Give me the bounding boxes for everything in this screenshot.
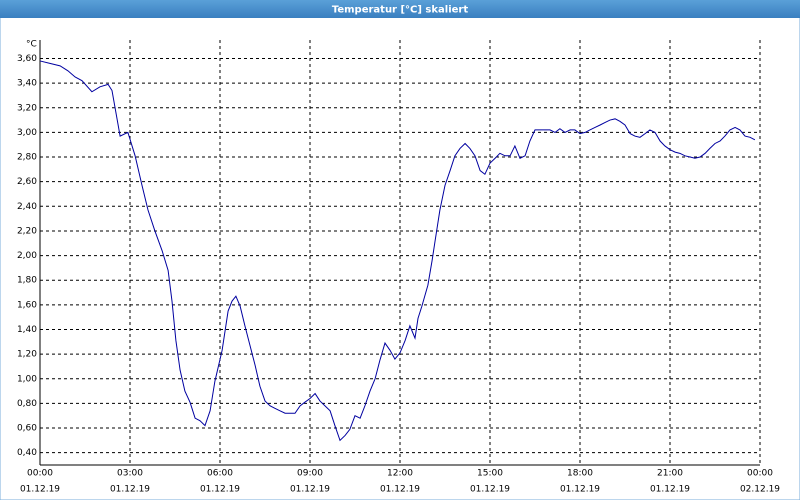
x-tick-date: 01.12.19	[380, 485, 420, 495]
y-tick-label: 3,40	[17, 79, 37, 89]
y-tick-label: 0,60	[17, 424, 37, 434]
y-tick-label: 3,20	[17, 103, 37, 113]
x-tick-label: 18:00	[567, 469, 593, 479]
x-tick-date: 01.12.19	[560, 485, 600, 495]
y-tick-label: 2,20	[17, 226, 37, 236]
y-axis-label: °C	[26, 40, 37, 50]
x-tick-label: 00:00	[747, 469, 773, 479]
x-tick-date: 01.12.19	[110, 485, 150, 495]
y-tick-label: 1,40	[17, 325, 37, 335]
x-tick-label: 06:00	[207, 469, 233, 479]
y-tick-label: 2,40	[17, 202, 37, 212]
x-tick-date: 01.12.19	[470, 485, 510, 495]
chart-title: Temperatur [°C] skaliert	[332, 5, 469, 16]
x-tick-date: 01.12.19	[650, 485, 690, 495]
y-tick-label: 2,00	[17, 251, 37, 261]
y-tick-label: 1,00	[17, 374, 37, 384]
title-bar	[0, 0, 800, 18]
y-tick-label: 1,20	[17, 350, 37, 360]
x-tick-label: 15:00	[477, 469, 503, 479]
x-tick-date: 01.12.19	[200, 485, 240, 495]
y-tick-label: 0,40	[17, 448, 37, 458]
x-tick-date: 01.12.19	[290, 485, 330, 495]
x-tick-label: 03:00	[117, 469, 143, 479]
x-tick-date: 01.12.19	[20, 485, 60, 495]
y-tick-label: 1,80	[17, 276, 37, 286]
y-tick-label: 1,60	[17, 300, 37, 310]
x-tick-label: 00:00	[27, 469, 53, 479]
x-tick-label: 12:00	[387, 469, 413, 479]
y-tick-label: 2,60	[17, 177, 37, 187]
y-tick-label: 0,80	[17, 399, 37, 409]
y-tick-label: 3,60	[17, 54, 37, 64]
y-tick-label: 2,80	[17, 153, 37, 163]
plot: 0,40 0,60 0,80 1,00 1,20 1,40 1,60 1,80 2,00 2,20…	[17, 40, 780, 495]
y-tick-label: 3,00	[17, 128, 37, 138]
x-tick-label: 21:00	[657, 469, 683, 479]
x-tick-label: 09:00	[297, 469, 323, 479]
data-line	[39, 60, 756, 442]
x-tick-date: 02.12.19	[740, 485, 780, 495]
